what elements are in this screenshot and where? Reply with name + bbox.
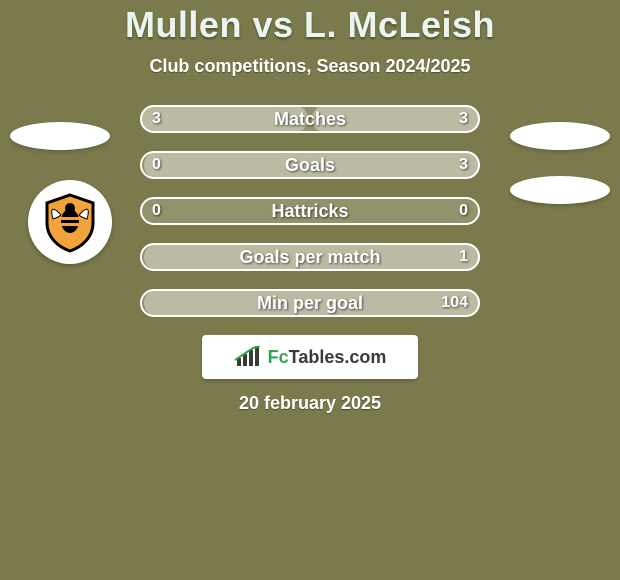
logo-text: FcTables.com	[268, 347, 387, 368]
logo-text-post: Tables.com	[289, 347, 387, 367]
stat-fill-right	[312, 105, 480, 133]
stat-value-right: 0	[459, 202, 468, 220]
logo-text-pre: Fc	[268, 347, 289, 367]
fctables-logo: FcTables.com	[202, 335, 418, 379]
stat-row: Min per goal104	[140, 289, 480, 317]
date-text: 20 february 2025	[0, 393, 620, 414]
stat-value-left: 0	[152, 202, 161, 220]
stat-row: 3Matches3	[140, 105, 480, 133]
stat-row: Goals per match1	[140, 243, 480, 271]
bar-chart-icon	[234, 346, 262, 368]
stat-value-left: 0	[152, 156, 161, 174]
club-right-placeholder	[510, 176, 610, 204]
page-title: Mullen vs L. McLeish	[0, 4, 620, 46]
stat-value-left: 3	[152, 110, 161, 128]
stat-fill-left	[140, 105, 308, 133]
stat-value-right: 1	[459, 248, 468, 266]
subtitle: Club competitions, Season 2024/2025	[0, 56, 620, 77]
stat-fill-right	[144, 243, 480, 271]
player-right-placeholder	[510, 122, 610, 150]
club-left-badge	[28, 180, 112, 264]
stat-row: 0Hattricks0	[140, 197, 480, 225]
stat-row: 0Goals3	[140, 151, 480, 179]
club-shield-icon	[39, 191, 101, 253]
stat-label: Hattricks	[142, 201, 478, 222]
player-left-placeholder	[10, 122, 110, 150]
stat-value-right: 3	[459, 110, 468, 128]
stat-fill-right	[144, 151, 480, 179]
stat-value-right: 3	[459, 156, 468, 174]
stats-table: 3Matches30Goals30Hattricks0Goals per mat…	[140, 105, 480, 317]
stat-value-right: 104	[441, 294, 468, 312]
stat-fill-right	[144, 289, 480, 317]
